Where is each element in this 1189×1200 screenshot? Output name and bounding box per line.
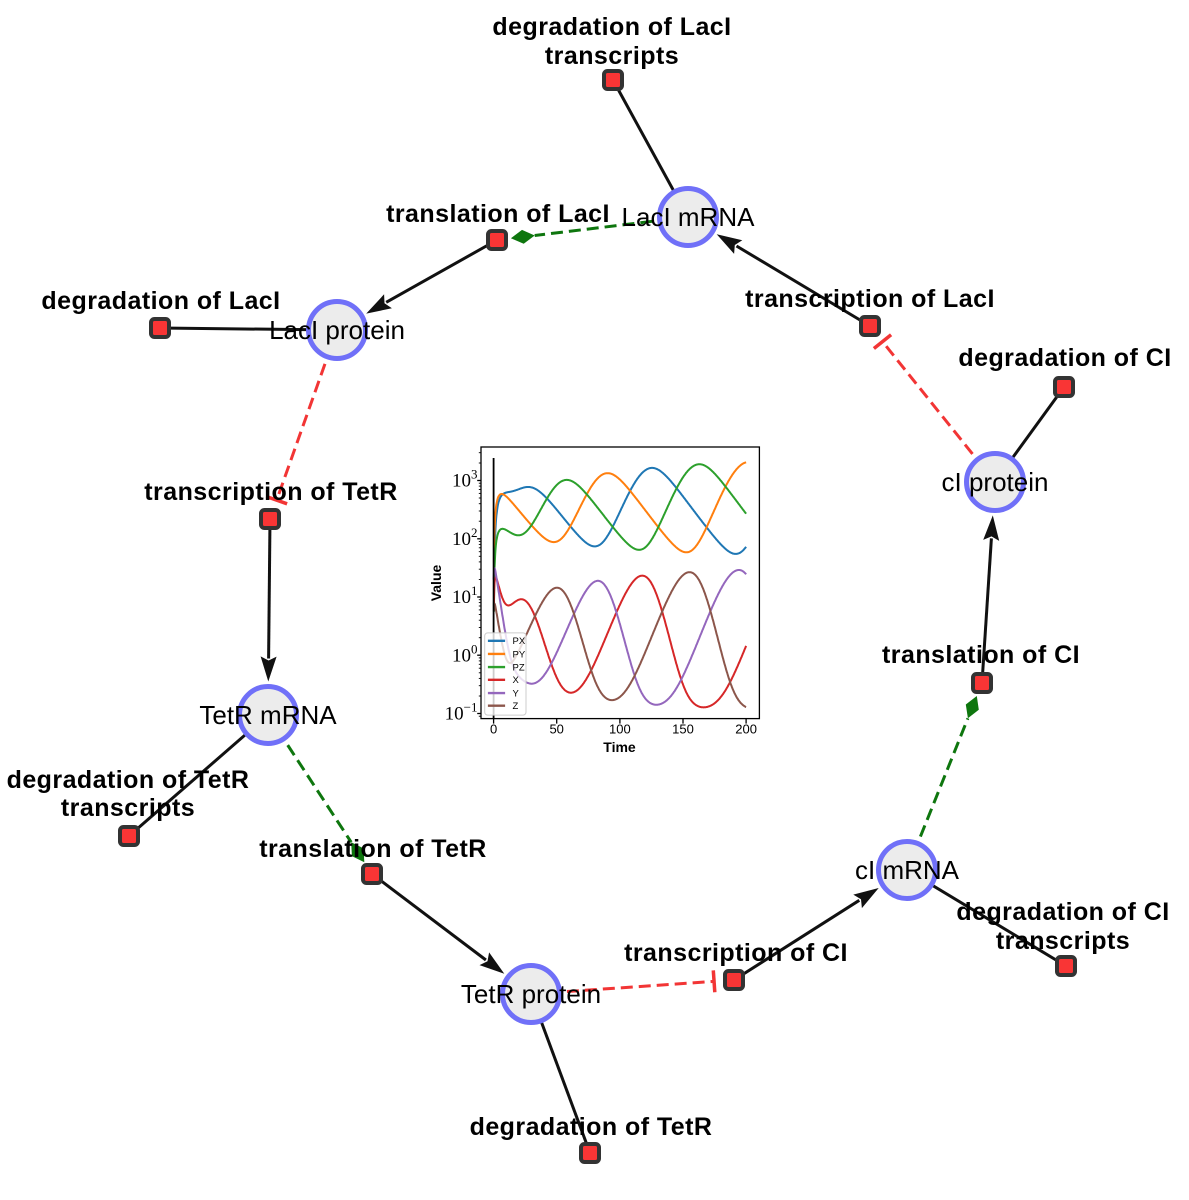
svg-text:Time: Time bbox=[603, 739, 636, 755]
svg-text:LacI mRNA: LacI mRNA bbox=[622, 202, 756, 232]
svg-text:Y: Y bbox=[513, 689, 520, 700]
svg-text:translation of LacI: translation of LacI bbox=[386, 200, 610, 228]
svg-text:degradation of TetR: degradation of TetR bbox=[470, 1113, 713, 1141]
svg-text:0: 0 bbox=[490, 722, 497, 737]
svg-text:degradation of LacI: degradation of LacI bbox=[41, 287, 280, 315]
svg-text:10−1: 10−1 bbox=[445, 700, 478, 725]
svg-text:cI protein: cI protein bbox=[942, 467, 1049, 497]
svg-text:degradation of TetR: degradation of TetR bbox=[7, 766, 250, 794]
svg-text:degradation of CI: degradation of CI bbox=[956, 898, 1169, 926]
svg-text:degradation of CI: degradation of CI bbox=[958, 344, 1171, 372]
svg-text:translation of CI: translation of CI bbox=[882, 641, 1080, 669]
svg-text:100: 100 bbox=[609, 722, 631, 737]
svg-text:100: 100 bbox=[452, 642, 478, 667]
svg-text:102: 102 bbox=[452, 525, 478, 550]
svg-text:transcripts: transcripts bbox=[545, 42, 679, 70]
svg-text:Value: Value bbox=[428, 565, 444, 602]
svg-text:PZ: PZ bbox=[513, 663, 525, 674]
svg-text:transcripts: transcripts bbox=[996, 927, 1130, 955]
svg-text:degradation of LacI: degradation of LacI bbox=[492, 13, 731, 41]
svg-text:TetR mRNA: TetR mRNA bbox=[199, 700, 337, 730]
svg-text:150: 150 bbox=[672, 722, 694, 737]
svg-text:PX: PX bbox=[513, 636, 526, 647]
svg-text:cI mRNA: cI mRNA bbox=[855, 855, 960, 885]
svg-text:translation of TetR: translation of TetR bbox=[259, 835, 487, 863]
svg-text:LacI protein: LacI protein bbox=[269, 315, 405, 345]
svg-text:Z: Z bbox=[513, 701, 519, 712]
svg-text:X: X bbox=[513, 675, 520, 686]
svg-text:200: 200 bbox=[735, 722, 757, 737]
svg-text:transcripts: transcripts bbox=[61, 794, 195, 822]
svg-text:transcription of LacI: transcription of LacI bbox=[745, 285, 995, 313]
svg-text:101: 101 bbox=[452, 583, 478, 608]
svg-text:TetR protein: TetR protein bbox=[461, 979, 601, 1009]
svg-text:103: 103 bbox=[452, 467, 478, 492]
svg-text:transcription of CI: transcription of CI bbox=[624, 939, 848, 967]
svg-text:transcription of TetR: transcription of TetR bbox=[144, 478, 397, 506]
svg-text:50: 50 bbox=[549, 722, 563, 737]
svg-text:PY: PY bbox=[513, 649, 526, 660]
